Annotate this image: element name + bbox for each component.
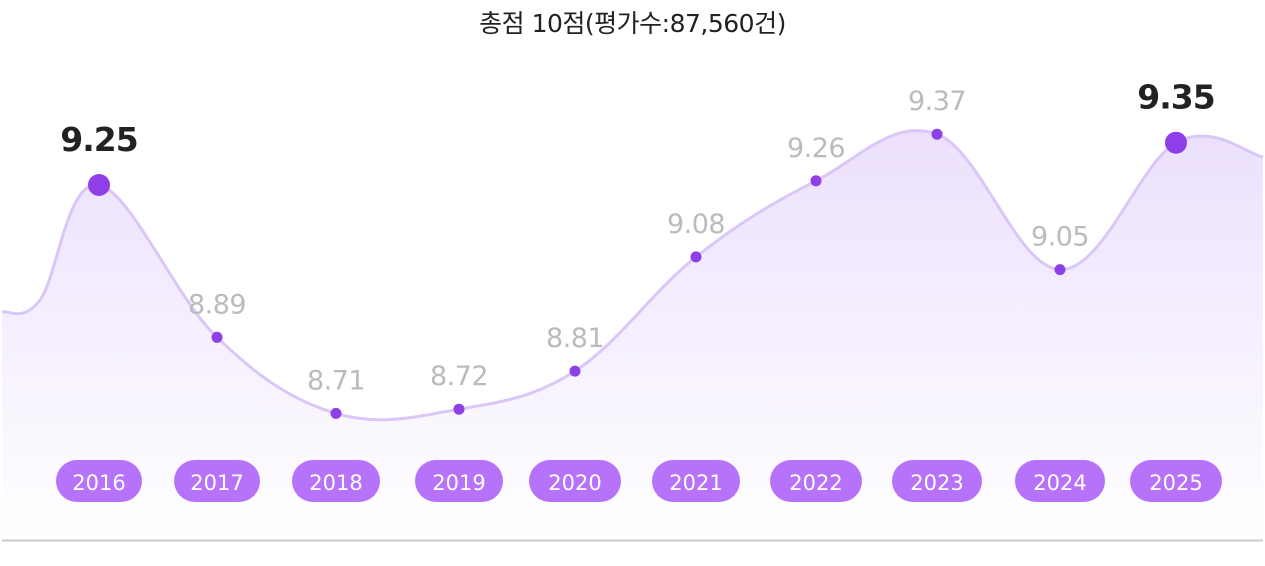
x-tick-label-2024: 2024 — [1033, 471, 1086, 495]
data-label-2018: 8.71 — [307, 365, 365, 396]
data-point-2019 — [453, 403, 465, 415]
x-tick-label-2018: 2018 — [309, 471, 362, 495]
year-pill-2024 — [1015, 460, 1105, 502]
year-pill-2020 — [529, 460, 621, 502]
x-tick-label-2023: 2023 — [910, 471, 963, 495]
x-tick-label-2025: 2025 — [1149, 471, 1202, 495]
data-label-2021: 9.08 — [667, 209, 725, 240]
x-tick-label-2021: 2021 — [669, 471, 722, 495]
data-point-2018 — [330, 407, 342, 419]
data-label-2023: 9.37 — [908, 86, 966, 117]
x-axis-year-pills: 2016 2017 2018 2019 2020 2021 2022 2023 2024 2025 — [56, 460, 1222, 502]
x-tick-label-2020: 2020 — [548, 471, 601, 495]
x-tick-label-2019: 2019 — [432, 471, 485, 495]
data-point-2017 — [211, 331, 223, 343]
year-pill-2017 — [174, 460, 260, 502]
data-label-2020: 8.81 — [546, 323, 604, 354]
data-points — [88, 128, 1187, 419]
data-point-2024 — [1054, 264, 1066, 276]
data-point-2021 — [690, 251, 702, 263]
year-pill-2023 — [892, 460, 982, 502]
data-point-2016 — [88, 174, 110, 196]
data-point-2022 — [810, 175, 822, 187]
year-pill-2022 — [770, 460, 862, 502]
data-label-2024: 9.05 — [1031, 222, 1089, 253]
year-pill-2018 — [292, 460, 380, 502]
year-pill-2021 — [652, 460, 740, 502]
data-point-2023 — [931, 128, 943, 140]
area-fill — [2, 130, 1263, 540]
year-pill-2016 — [56, 460, 142, 502]
data-point-2025 — [1165, 131, 1187, 154]
year-pill-2019 — [415, 460, 503, 502]
data-label-2016: 9.25 — [60, 120, 137, 159]
x-tick-label-2022: 2022 — [789, 471, 842, 495]
chart-title: 총점 10점(평가수:87,560건) — [479, 9, 786, 38]
data-label-2025: 9.35 — [1137, 78, 1214, 117]
data-labels: 9.25 8.89 8.71 8.72 8.81 9.08 9.26 9.37 9.05 9.35 — [60, 78, 1215, 397]
data-label-2022: 9.26 — [787, 133, 845, 164]
year-pill-2025 — [1130, 460, 1222, 502]
x-tick-label-2016: 2016 — [72, 471, 125, 495]
x-tick-label-2017: 2017 — [190, 471, 243, 495]
data-label-2019: 8.72 — [430, 361, 488, 392]
data-label-2017: 8.89 — [188, 289, 246, 320]
data-point-2020 — [569, 365, 581, 377]
